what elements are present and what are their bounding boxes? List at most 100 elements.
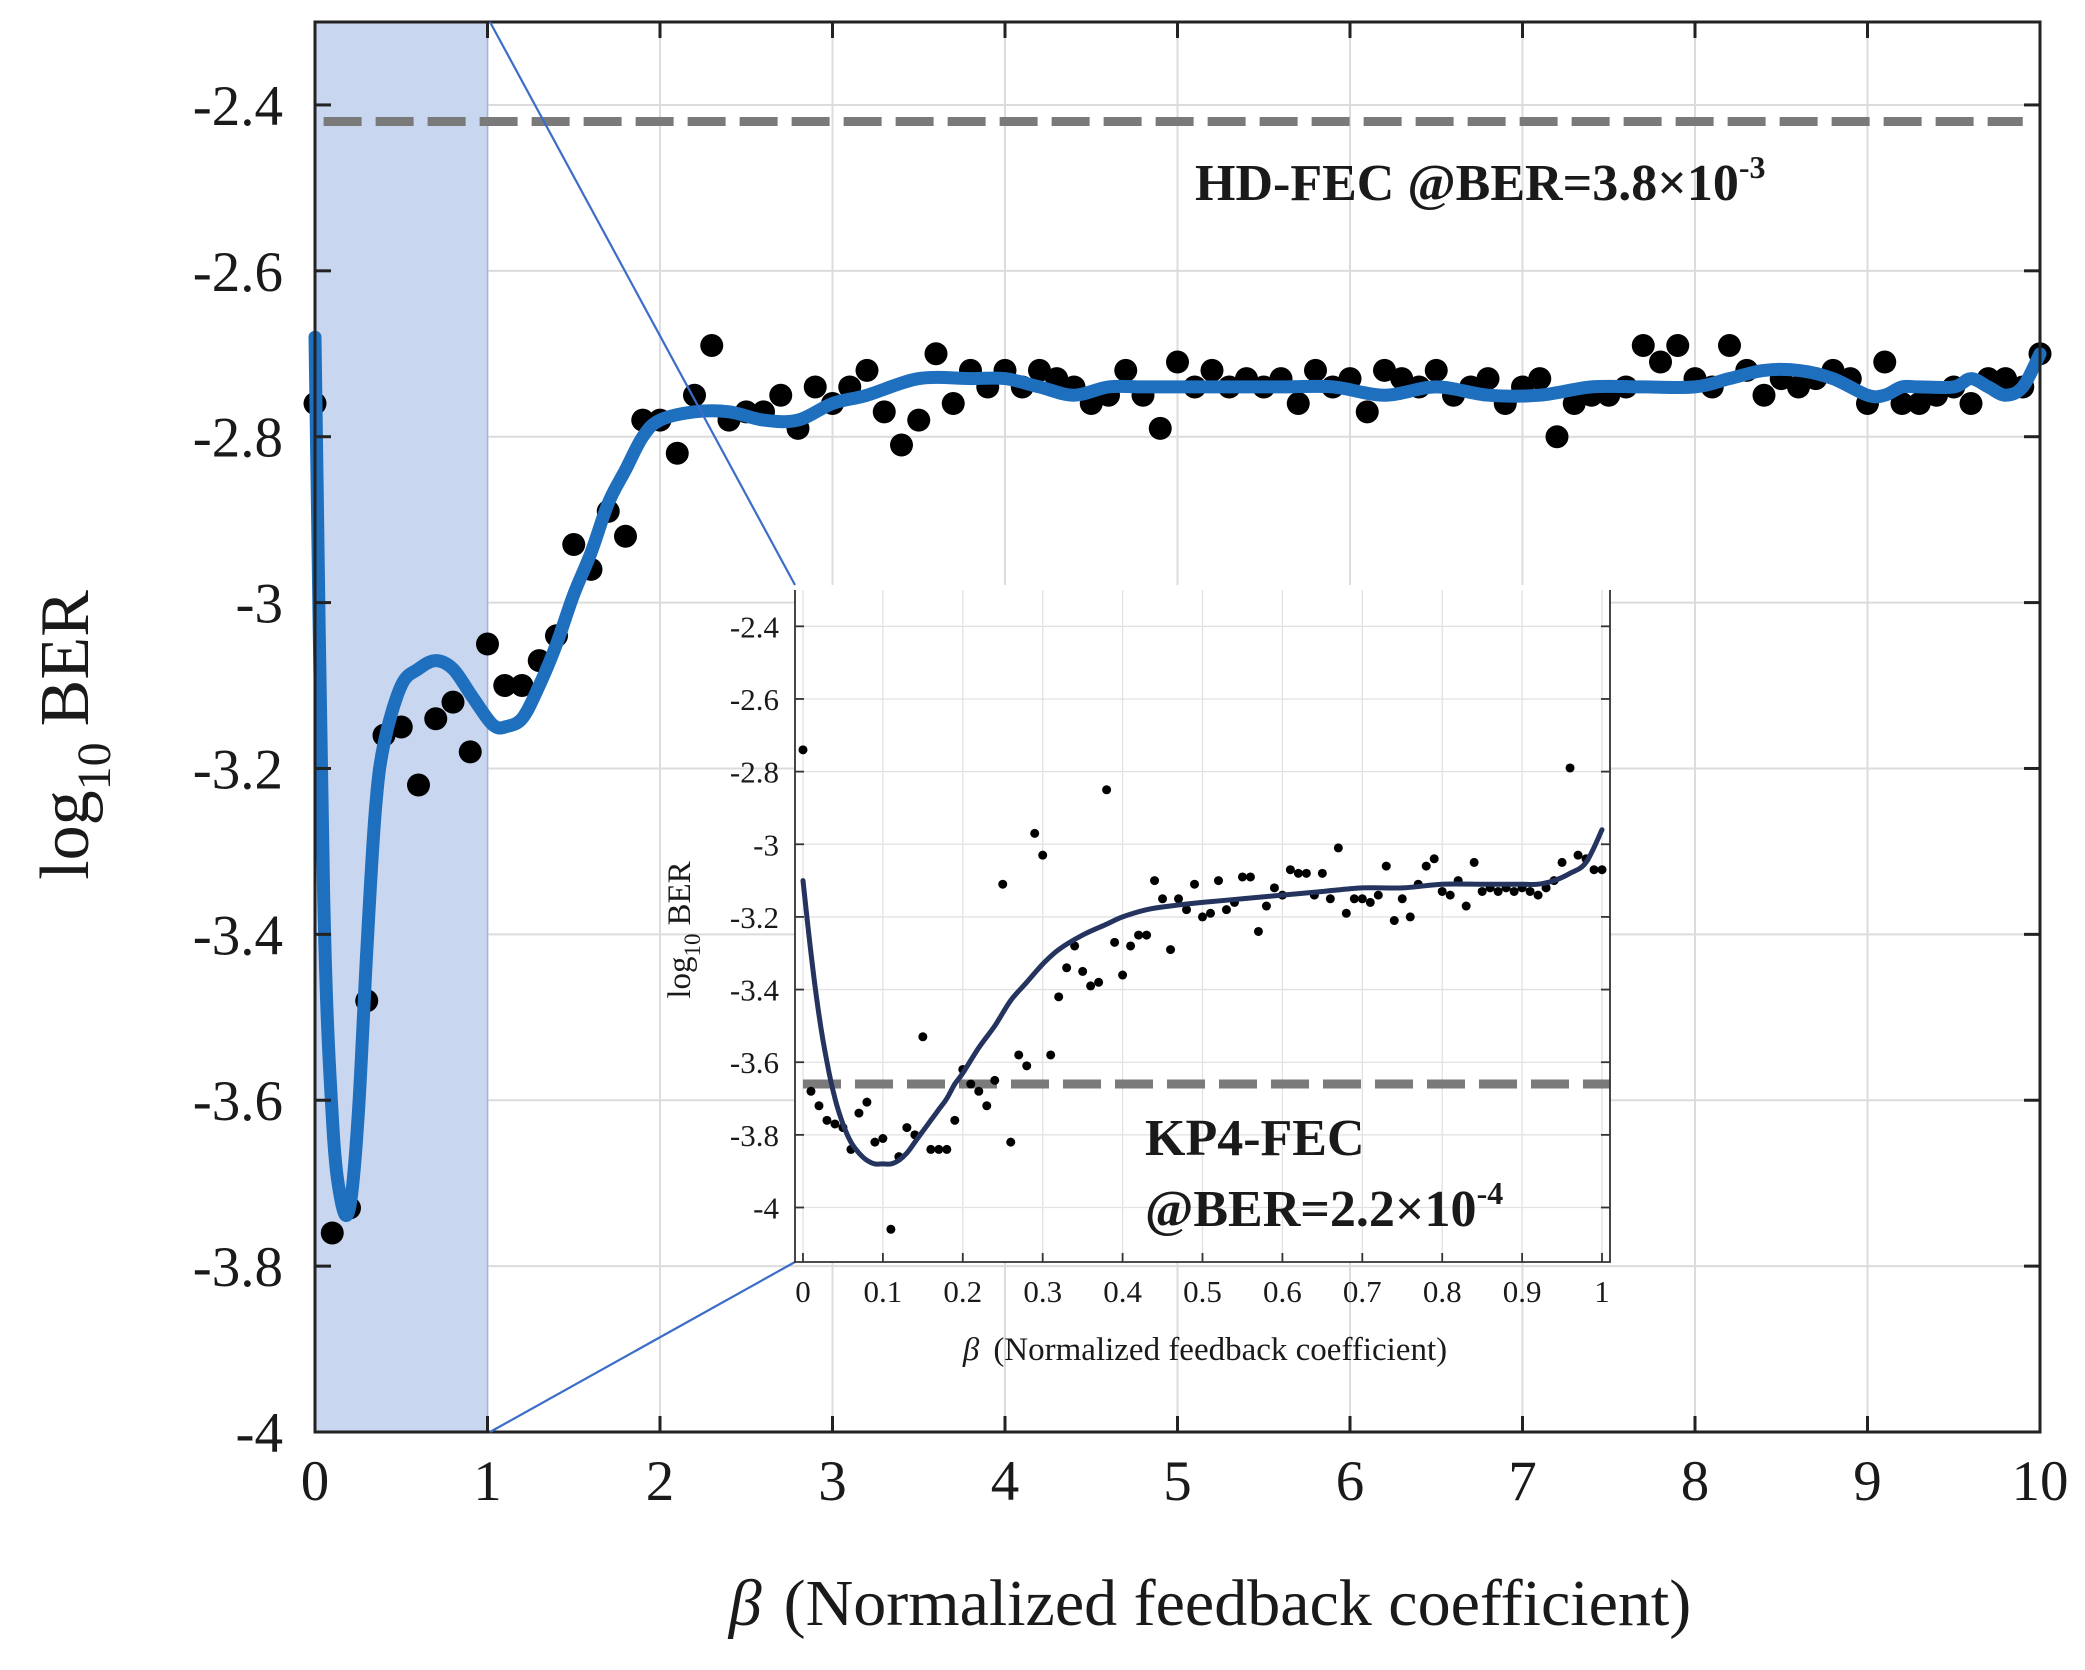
inset-data-point bbox=[1469, 857, 1479, 867]
main-data-point bbox=[1114, 358, 1138, 382]
inset-data-point bbox=[1269, 883, 1279, 893]
inset-data-point bbox=[1341, 908, 1351, 918]
main-data-point bbox=[1528, 367, 1552, 391]
main-y-tick-label: -3 bbox=[236, 573, 283, 636]
main-x-tick-label: 4 bbox=[991, 1450, 1020, 1513]
main-data-point bbox=[493, 674, 517, 698]
inset-data-point bbox=[1118, 970, 1128, 980]
main-x-tick-label: 10 bbox=[2012, 1450, 2069, 1513]
inset-data-point bbox=[974, 1086, 984, 1096]
main-data-point bbox=[924, 342, 948, 366]
inset-data-point bbox=[1110, 937, 1120, 947]
inset-data-point bbox=[1126, 941, 1136, 951]
main-y-tick-label: -3.4 bbox=[193, 904, 283, 967]
inset-data-point bbox=[1533, 890, 1543, 900]
inset-tick-marks bbox=[795, 625, 1610, 1262]
main-data-point bbox=[683, 383, 706, 407]
main-data-point bbox=[1873, 350, 1897, 374]
inset-data-point bbox=[1429, 854, 1439, 864]
inset-x-tick-label: 0.1 bbox=[864, 1274, 903, 1309]
inset-data-point bbox=[1573, 850, 1583, 860]
inset-data-point bbox=[1182, 905, 1192, 915]
main-y-tick-label: -2.6 bbox=[193, 241, 283, 304]
main-data-point bbox=[1787, 375, 1810, 399]
inset-data-point bbox=[990, 1075, 1000, 1085]
inset-data-point bbox=[862, 1097, 872, 1107]
main-data-point bbox=[1028, 358, 1051, 382]
inset-data-point bbox=[1373, 890, 1383, 900]
main-y-tick-label: -2.4 bbox=[193, 75, 283, 138]
inset-grid bbox=[795, 590, 1610, 1262]
inset-x-tick-label: 0 bbox=[795, 1274, 811, 1309]
main-data-point bbox=[803, 375, 827, 399]
inset-y-tick-label: -3 bbox=[753, 827, 779, 862]
inset-data-point bbox=[1174, 894, 1184, 904]
inset-data-point bbox=[1221, 905, 1231, 915]
inset-y-tick-label: -2.8 bbox=[730, 755, 779, 790]
main-data-point bbox=[941, 392, 965, 416]
inset-data-point bbox=[1293, 868, 1303, 878]
inset-data-point bbox=[870, 1137, 880, 1147]
inset-data-point bbox=[1509, 886, 1519, 896]
inset-fit-curve bbox=[800, 827, 1605, 1167]
main-data-point bbox=[907, 408, 931, 432]
inset-data-point bbox=[1245, 872, 1255, 882]
main-data-point bbox=[1355, 400, 1379, 424]
inset-x-tick-label: 0.3 bbox=[1023, 1274, 1062, 1309]
inset-x-axis-label: β (Normalized feedback coefficient) bbox=[962, 1332, 1447, 1368]
inset-data-point bbox=[926, 1144, 936, 1154]
main-data-point bbox=[1752, 383, 1776, 407]
main-data-point bbox=[1476, 367, 1500, 391]
inset-data-point bbox=[830, 1119, 840, 1129]
inset-y-axis-label: log10BER bbox=[662, 861, 705, 998]
inset-x-tick-label: 0.9 bbox=[1503, 1274, 1542, 1309]
inset-x-tick-label: 0.2 bbox=[943, 1274, 982, 1309]
main-y-tick-label: -3.2 bbox=[193, 738, 283, 801]
inset-data-point bbox=[1213, 876, 1223, 886]
main-data-point bbox=[1286, 392, 1310, 416]
inset-data-point bbox=[1381, 861, 1391, 871]
inset-data-point bbox=[1261, 901, 1271, 911]
inset-data-point bbox=[1014, 1050, 1024, 1060]
main-x-tick-label: 0 bbox=[301, 1450, 330, 1513]
main-y-tick-label: -2.8 bbox=[193, 407, 283, 470]
main-data-point bbox=[665, 441, 689, 465]
inset-data-point bbox=[1190, 879, 1200, 889]
inset-data-point bbox=[1237, 872, 1247, 882]
inset-data-point bbox=[1333, 843, 1343, 853]
inset-data-point bbox=[1301, 868, 1311, 878]
inset-y-tick-labels: -4 -3.8 -3.6 -3.4 -3.2 -3 -2.8 -2.6 -2.4 bbox=[730, 609, 780, 1225]
main-x-tick-label: 9 bbox=[1853, 1450, 1882, 1513]
main-data-point bbox=[562, 533, 586, 557]
inset-y-tick-label: -4 bbox=[753, 1191, 779, 1226]
hd-fec-label: HD-FEC @BER=3.8×10-3 bbox=[1195, 149, 1766, 212]
inset-data-point bbox=[1389, 916, 1399, 926]
main-data-point bbox=[700, 333, 724, 357]
inset-x-tick-label: 0.4 bbox=[1103, 1274, 1142, 1309]
inset-data-point bbox=[1397, 894, 1407, 904]
main-data-point bbox=[1666, 333, 1690, 357]
main-data-point bbox=[1718, 333, 1741, 357]
inset-data-point bbox=[1405, 912, 1415, 922]
main-x-tick-label: 5 bbox=[1163, 1450, 1192, 1513]
inset-y-tick-label: -3.8 bbox=[730, 1118, 779, 1153]
main-data-point bbox=[1649, 350, 1672, 374]
main-data-point bbox=[1959, 392, 1983, 416]
main-data-point bbox=[1890, 392, 1914, 416]
main-data-point bbox=[458, 740, 482, 764]
main-data-point bbox=[1390, 367, 1414, 391]
inset-data-point bbox=[1445, 890, 1455, 900]
inset-data-point bbox=[1493, 886, 1503, 896]
inset-data-point bbox=[1078, 966, 1088, 976]
inset-data-point bbox=[806, 1086, 816, 1096]
inset-data-point bbox=[1038, 850, 1048, 860]
inset-data-point bbox=[1461, 901, 1471, 911]
inset-x-tick-label: 1 bbox=[1594, 1274, 1610, 1309]
main-data-point bbox=[476, 632, 499, 656]
inset-data-point bbox=[798, 745, 808, 755]
inset-data-point bbox=[902, 1123, 912, 1133]
inset-data-point bbox=[1437, 886, 1447, 896]
inset-data-point bbox=[982, 1101, 992, 1111]
main-x-axis-label: β (Normalized feedback coefficient) bbox=[727, 1567, 1691, 1640]
